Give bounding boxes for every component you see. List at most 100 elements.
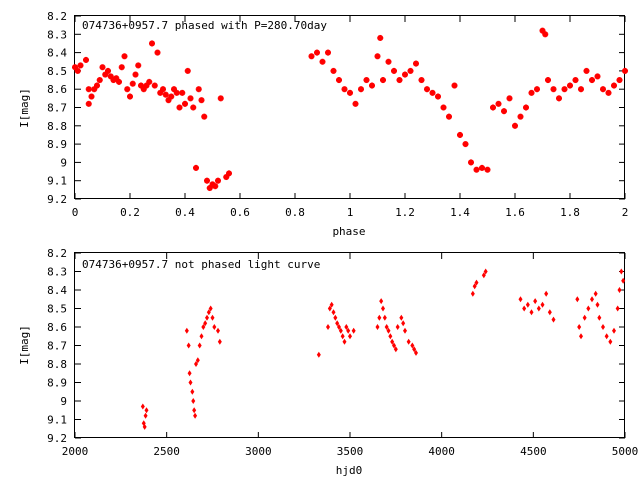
data-point [226, 170, 232, 177]
data-point [483, 268, 488, 275]
y-tick-label: 9 [60, 156, 67, 169]
y-tick-label: 8.3 [47, 266, 67, 279]
data-point [391, 67, 397, 74]
y-tick-label: 8.6 [47, 83, 67, 96]
data-point [572, 77, 579, 84]
data-point [501, 108, 507, 115]
data-point [388, 333, 393, 340]
data-point [567, 82, 573, 89]
data-point [212, 324, 217, 330]
data-point [517, 113, 524, 120]
data-point [622, 67, 628, 74]
data-point [608, 338, 613, 345]
data-point [616, 77, 623, 84]
x-tick-label: 1.4 [450, 206, 470, 219]
chart-title: 074736+0957.7 phased with P=280.70day [82, 19, 327, 32]
x-tick-label: 1 [347, 206, 354, 219]
data-point [160, 86, 166, 93]
data-point [127, 93, 133, 100]
data-point [358, 86, 364, 93]
x-tick-label: 0 [72, 206, 79, 219]
data-point [129, 80, 136, 87]
data-point [193, 164, 199, 171]
y-tick-label: 9.1 [47, 414, 67, 427]
data-point [198, 97, 205, 104]
data-point [533, 298, 538, 305]
data-point [96, 77, 103, 84]
data-point [146, 78, 153, 85]
data-point [495, 100, 502, 107]
data-point [192, 407, 197, 414]
phased-light-curve-panel: 0 0.2 0.4 0.6 0.8 1 1.2 1.4 1.6 1.8 2 8.2 8.3 8.4 8.5 8… [18, 10, 628, 238]
x-axis-label: phase [332, 225, 365, 238]
x-tick-label: 4500 [520, 445, 547, 458]
data-point [327, 305, 332, 312]
data-point [611, 82, 617, 89]
y-tick-label: 8.5 [47, 303, 67, 316]
data-point [484, 166, 491, 173]
x-tick-label: 1.8 [560, 206, 580, 219]
data-point [410, 342, 415, 349]
x-tick-label: 5000 [612, 445, 639, 458]
data-point [413, 60, 419, 67]
data-point [418, 77, 425, 84]
data-point [99, 64, 106, 71]
data-point [351, 327, 356, 334]
y-tick-label: 8.6 [47, 321, 67, 334]
data-point [331, 309, 336, 316]
data-point [190, 388, 195, 395]
data-point [619, 268, 624, 275]
data-point [208, 305, 213, 312]
data-point [377, 314, 382, 321]
data-point [435, 93, 441, 100]
data-point [429, 89, 436, 96]
x-tick-label: 3500 [337, 445, 364, 458]
y-tick-label: 8.7 [47, 340, 67, 353]
data-point [551, 316, 556, 323]
data-point [473, 166, 480, 173]
data-point [341, 86, 348, 93]
y-tick-label: 8.3 [47, 28, 67, 41]
data-point [340, 333, 345, 340]
data-point [586, 305, 591, 312]
data-point [216, 327, 220, 334]
data-point [132, 71, 139, 78]
x-tick-label: 0.4 [175, 206, 195, 219]
data-point [597, 314, 602, 321]
data-point [590, 296, 594, 303]
data-point [308, 53, 315, 60]
data-point [377, 34, 384, 41]
data-point [168, 93, 175, 100]
data-point [210, 314, 215, 321]
data-point [193, 412, 198, 419]
data-point [138, 82, 144, 89]
data-point [186, 342, 191, 349]
data-point [578, 86, 584, 93]
data-point [399, 314, 404, 321]
data-point [330, 67, 337, 74]
data-point [190, 104, 197, 111]
data-point [197, 342, 202, 349]
data-point [325, 49, 331, 56]
data-point [522, 305, 527, 312]
data-point [113, 75, 120, 82]
data-point [412, 346, 417, 353]
unphased-light-curve-panel: 2000 2500 3000 3500 4000 4500 5000 8.2 8.3 8.4 8.5… [18, 247, 638, 477]
data-point [199, 333, 204, 340]
data-point [184, 67, 191, 74]
data-point [347, 89, 353, 96]
data-point [182, 100, 188, 107]
data-point [173, 89, 180, 96]
data-point [414, 349, 418, 356]
data-point [135, 62, 142, 69]
data-points [140, 268, 626, 430]
data-point [393, 346, 398, 353]
y-tick-label: 8.7 [47, 102, 67, 115]
data-point [363, 77, 370, 84]
data-point [542, 31, 549, 38]
data-point [88, 93, 95, 100]
data-points [72, 27, 628, 192]
data-point [612, 327, 616, 334]
data-point [536, 305, 541, 312]
chart-title: 074736+0957.7 not phased light curve [82, 258, 320, 271]
